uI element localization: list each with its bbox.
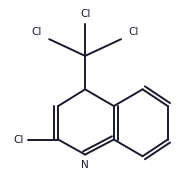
Text: N: N <box>81 160 89 170</box>
Text: Cl: Cl <box>80 9 90 19</box>
Text: Cl: Cl <box>128 27 139 37</box>
Text: Cl: Cl <box>13 135 24 144</box>
Text: Cl: Cl <box>31 27 42 37</box>
